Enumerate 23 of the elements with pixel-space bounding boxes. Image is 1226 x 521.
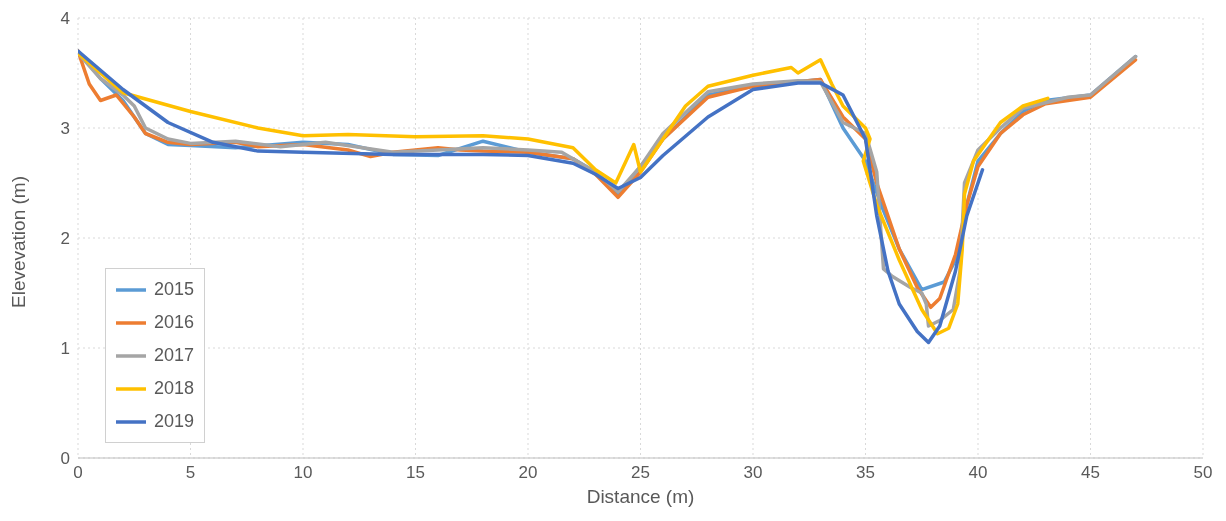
y-tick-label: 0	[60, 449, 70, 469]
y-tick-label: 1	[60, 339, 70, 359]
x-tick-label: 45	[1081, 463, 1100, 483]
x-tick-label: 25	[631, 463, 650, 483]
legend-label: 2018	[154, 378, 195, 399]
x-tick-label: 20	[518, 463, 538, 483]
y-tick-label: 4	[60, 9, 70, 29]
legend-label: 2017	[154, 345, 195, 366]
y-tick-label: 3	[60, 119, 70, 139]
x-tick-label: 30	[743, 463, 763, 483]
x-tick-label: 5	[185, 463, 196, 483]
x-tick-label: 0	[73, 463, 83, 483]
legend-label: 2016	[154, 312, 195, 333]
y-axis-title: Elevevation (m)	[7, 176, 29, 308]
x-tick-label: 10	[293, 463, 313, 483]
x-tick-label: 40	[968, 463, 988, 483]
legend-label: 2019	[154, 411, 195, 432]
legend-label: 2015	[154, 279, 195, 300]
x-axis-title: Distance (m)	[586, 486, 695, 507]
x-tick-label: 15	[406, 463, 425, 483]
y-tick-label: 2	[60, 229, 70, 249]
x-tick-label: 50	[1193, 463, 1213, 483]
x-tick-label: 35	[856, 463, 875, 483]
